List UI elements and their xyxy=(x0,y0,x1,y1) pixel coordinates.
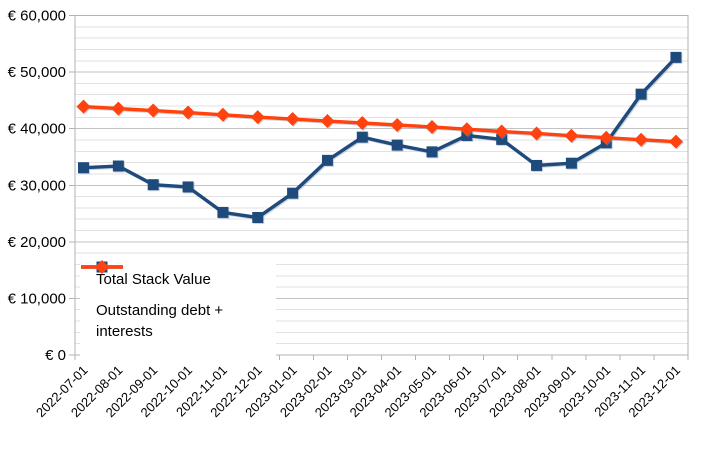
data-point-marker xyxy=(391,139,403,151)
data-point-marker xyxy=(285,112,300,127)
data-point-marker xyxy=(356,131,368,143)
data-point-marker xyxy=(146,103,161,118)
y-axis-label: € 0 xyxy=(45,347,66,364)
y-axis-label: € 20,000 xyxy=(8,234,66,251)
data-point-marker xyxy=(112,160,124,172)
data-point-marker xyxy=(287,187,299,199)
data-point-marker xyxy=(76,99,91,114)
data-point-marker xyxy=(250,110,265,125)
legend-item-outstanding-debt: Outstanding debt + interests xyxy=(81,260,270,342)
series-line xyxy=(83,104,677,144)
y-axis-label: € 30,000 xyxy=(8,177,66,194)
data-point-marker xyxy=(182,181,194,193)
data-point-marker xyxy=(355,116,370,131)
data-point-marker xyxy=(217,206,229,218)
diamond-marker-icon xyxy=(81,260,123,274)
data-point-marker xyxy=(635,88,647,100)
data-point-marker xyxy=(321,154,333,166)
y-axis-label: € 60,000 xyxy=(8,8,66,25)
data-point-marker xyxy=(390,117,405,132)
data-point-marker xyxy=(426,146,438,158)
data-point-marker xyxy=(496,133,508,145)
data-point-marker xyxy=(599,130,614,145)
data-point-marker xyxy=(147,179,159,191)
data-point-marker xyxy=(494,124,509,139)
y-axis-label: € 50,000 xyxy=(8,64,66,81)
series-total-stack-value xyxy=(78,51,682,224)
data-point-marker xyxy=(320,114,335,129)
data-point-marker xyxy=(459,122,474,137)
data-point-marker xyxy=(565,157,577,169)
data-point-marker xyxy=(215,107,230,122)
data-point-marker xyxy=(531,159,543,171)
chart-legend: Total Stack Value Outstanding debt + int… xyxy=(80,257,276,360)
data-point-marker xyxy=(181,105,196,120)
legend-label: Outstanding debt + interests xyxy=(96,302,224,340)
legend-label: Total Stack Value xyxy=(96,271,211,288)
data-point-marker xyxy=(668,134,683,149)
series-line xyxy=(83,56,678,220)
y-axis-label: € 10,000 xyxy=(8,290,66,307)
data-point-marker xyxy=(564,128,579,143)
data-point-marker xyxy=(78,162,89,174)
data-point-marker xyxy=(111,101,126,116)
data-point-marker xyxy=(252,212,264,224)
data-point-marker xyxy=(670,51,682,63)
y-axis-label: € 40,000 xyxy=(8,121,66,138)
data-point-marker xyxy=(529,126,544,141)
data-point-marker xyxy=(634,132,649,147)
series-outstanding-debt-interests xyxy=(76,99,683,149)
data-point-marker xyxy=(425,119,439,134)
